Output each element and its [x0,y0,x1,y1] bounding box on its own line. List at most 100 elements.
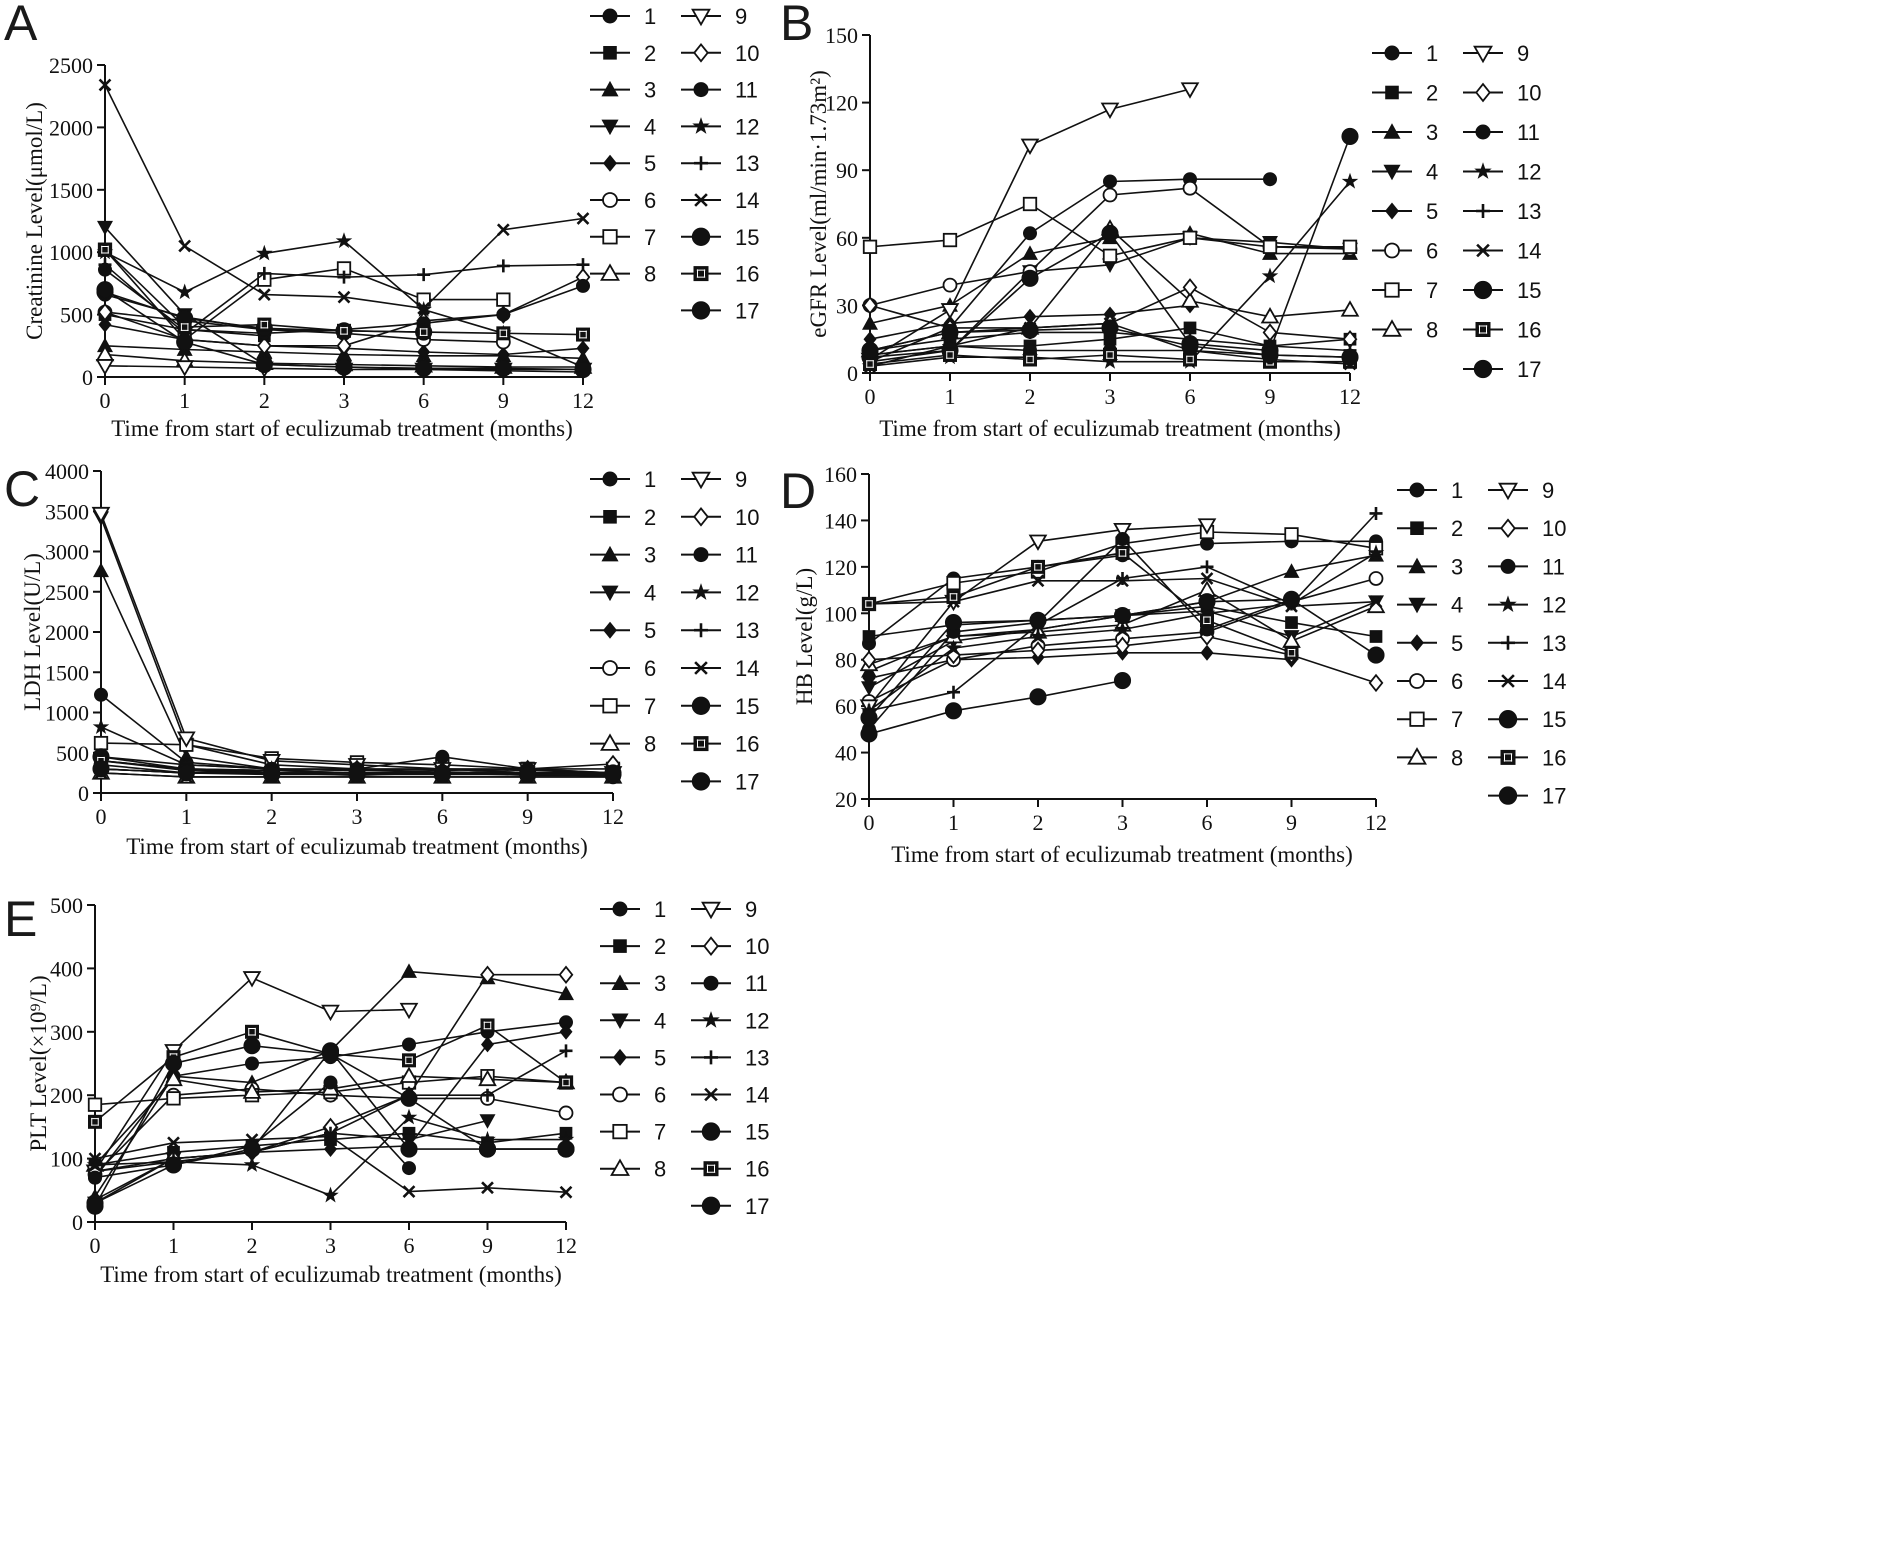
legend-marker [1499,595,1517,613]
legend-item-12: 12 [681,580,759,605]
data-point [1180,291,1200,308]
data-point [481,1036,494,1053]
data-point [98,242,112,257]
data-point [862,296,878,315]
data-point [257,288,271,302]
legend-label: 12 [735,580,759,605]
legend-item-9: 9 [681,4,747,29]
data-point [478,1140,497,1158]
legend-item-12: 12 [1463,160,1541,185]
data-point [574,360,592,379]
legend-item-5: 5 [590,151,656,176]
data-point-grid [260,320,269,329]
data-point [944,702,963,720]
data-point [1022,196,1038,212]
series-17 [86,1037,575,1215]
legend-item-10: 10 [1463,81,1541,106]
data-point [496,259,510,273]
data-point [1116,574,1129,588]
legend-item-12: 12 [691,1008,769,1033]
y-axis-label: Creatinine Level(μmol/L) [22,102,47,340]
legend-marker [1473,280,1493,300]
y-tick-label: 1000 [45,701,89,726]
x-tick-label: 2 [247,1233,258,1258]
legend-marker [701,1196,721,1215]
legend-item-8: 8 [1372,318,1438,343]
data-point [335,232,353,249]
series-17 [861,319,1359,366]
y-tick-label: 30 [836,293,858,318]
legend-item-1: 1 [590,467,656,492]
data-point [1183,321,1197,335]
legend-label: 1 [1426,41,1438,66]
data-point [1031,559,1045,574]
legend-item-10: 10 [1488,516,1566,541]
x-tick-label: 1 [945,384,956,409]
data-point [559,1044,573,1058]
data-point [98,316,112,333]
y-tick-label: 500 [50,893,83,918]
y-tick-label: 20 [835,787,857,812]
data-point [175,360,195,377]
data-point [1113,672,1132,690]
data-point-grid [97,756,105,765]
data-point [1023,226,1037,241]
data-point [481,1181,494,1195]
data-point [944,614,963,632]
legend-item-15: 15 [1463,278,1541,303]
legend-item-7: 7 [600,1120,666,1145]
legend-item-1: 1 [1372,41,1438,66]
y-tick-label: 120 [824,555,857,580]
legend-item-8: 8 [590,262,656,287]
data-point [1261,267,1279,284]
data-point-grid [1106,351,1114,359]
legend-item-13: 13 [1463,199,1541,224]
legend-marker [611,974,629,990]
data-point [167,1136,180,1150]
legend-label: 1 [644,4,656,29]
data-point [243,1140,261,1158]
legend-item-11: 11 [1488,554,1565,579]
legend-item-3: 3 [590,543,656,568]
series-17 [96,281,592,379]
series-line [869,178,1270,363]
data-point [177,764,195,782]
legend-label: 10 [1542,516,1566,541]
data-point [337,323,351,338]
legend-label: 17 [745,1194,769,1219]
data-point [861,341,879,360]
legend-marker [704,1050,718,1065]
series-4 [93,511,621,782]
y-tick-label: 150 [825,23,858,48]
legend-item-16: 16 [1488,745,1566,770]
legend-item-8: 8 [1397,745,1463,770]
data-point [1341,127,1359,145]
data-point [164,1069,183,1087]
legend-marker [603,46,617,60]
legend-marker [1498,482,1518,501]
legend-item-9: 9 [1463,41,1529,66]
legend-label: 16 [745,1157,769,1182]
data-point [97,302,113,322]
legend-marker-grid [1478,325,1488,334]
legend-label: 5 [644,618,656,643]
data-point-grid [91,1117,99,1126]
data-point [176,283,193,300]
x-axis-label: Time from start of eculizumab treatment … [879,416,1341,441]
legend-marker [603,621,617,639]
data-point [243,1037,261,1055]
legend-marker [602,660,618,676]
legend-item-6: 6 [590,656,656,681]
x-tick-label: 3 [325,1233,336,1258]
legend-label: 14 [735,188,759,213]
data-point [1029,627,1047,644]
x-tick-label: 2 [266,804,277,829]
legend-label: 13 [735,151,759,176]
x-tick-label: 0 [90,1233,101,1258]
legend-marker [1500,749,1516,765]
y-tick-label: 200 [50,1083,83,1108]
data-point-grid [180,323,189,331]
